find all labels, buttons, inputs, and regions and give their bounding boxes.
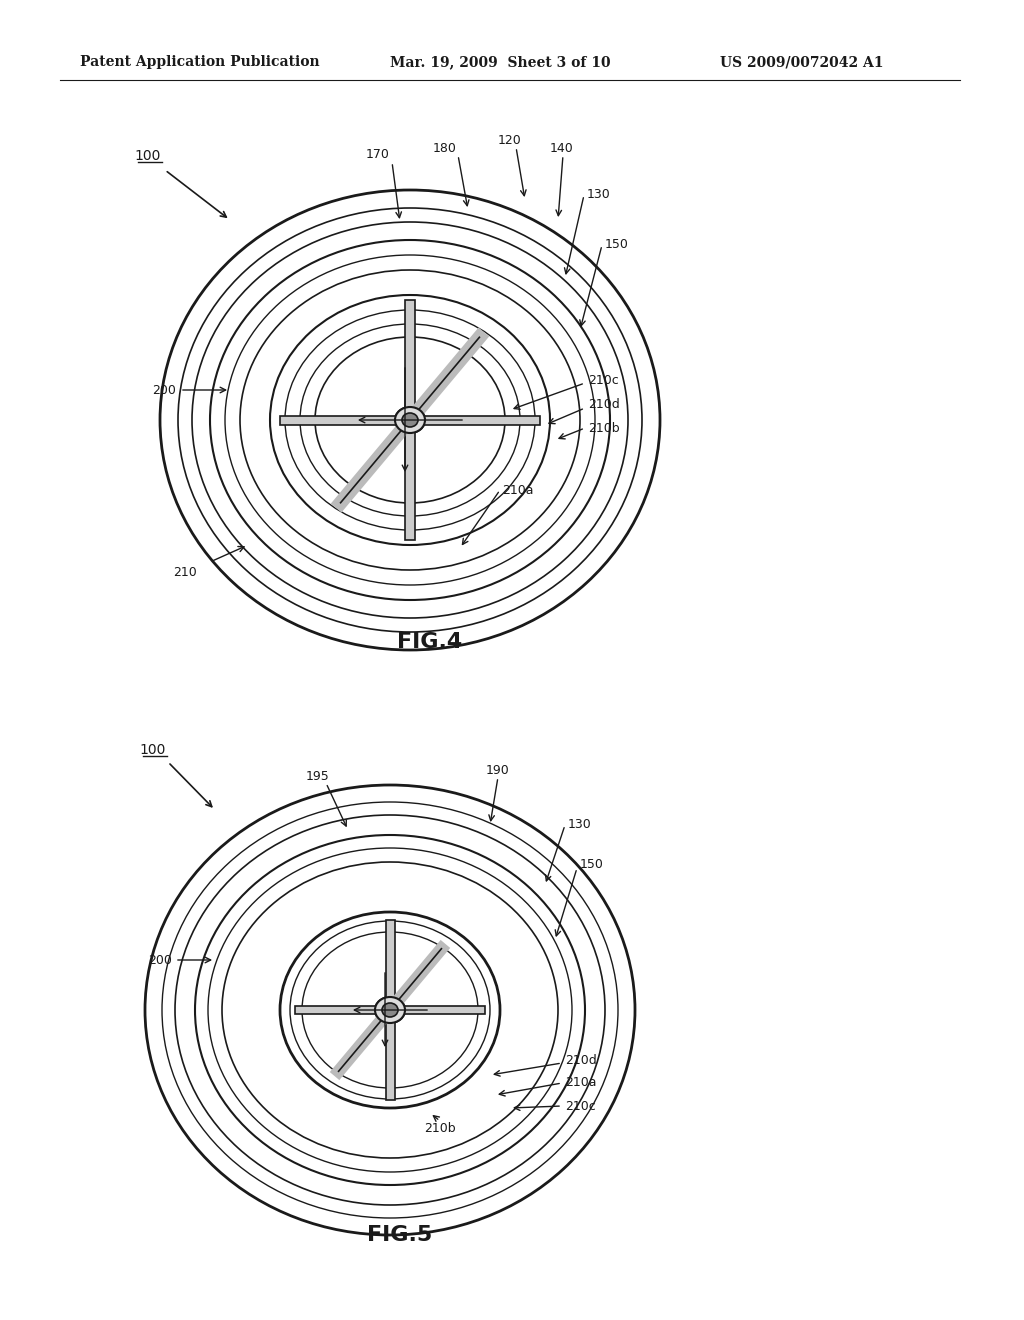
Text: 130: 130 [568,818,592,832]
Ellipse shape [382,1003,398,1016]
Text: Patent Application Publication: Patent Application Publication [80,55,319,69]
Text: 200: 200 [148,953,172,966]
Text: US 2009/0072042 A1: US 2009/0072042 A1 [720,55,884,69]
Ellipse shape [402,413,418,426]
Text: 150: 150 [580,858,604,871]
Text: 210d: 210d [588,399,620,412]
FancyBboxPatch shape [280,416,540,425]
Text: 210c: 210c [588,374,618,387]
Text: 210c: 210c [565,1100,596,1113]
Text: 150: 150 [605,239,629,252]
FancyBboxPatch shape [385,920,394,1100]
Text: 210a: 210a [565,1077,597,1089]
Ellipse shape [375,997,406,1023]
Text: 195: 195 [306,770,330,783]
Text: 100: 100 [140,743,166,756]
Text: 140: 140 [550,141,573,154]
Text: 210b: 210b [588,421,620,434]
Text: 100: 100 [135,149,161,162]
Text: FIG.4: FIG.4 [397,632,463,652]
Text: 130: 130 [587,189,610,202]
Text: 170: 170 [366,149,390,161]
Text: 210b: 210b [424,1122,456,1134]
Text: 200: 200 [152,384,176,396]
Text: 190: 190 [486,763,510,776]
Text: 210d: 210d [565,1053,597,1067]
Ellipse shape [395,407,425,433]
Text: FIG.5: FIG.5 [368,1225,432,1245]
Text: 210: 210 [173,565,197,578]
Text: Mar. 19, 2009  Sheet 3 of 10: Mar. 19, 2009 Sheet 3 of 10 [390,55,610,69]
FancyBboxPatch shape [406,300,415,540]
FancyBboxPatch shape [295,1006,485,1014]
Text: 120: 120 [498,133,522,147]
Text: 180: 180 [433,141,457,154]
Text: 210a: 210a [502,483,534,496]
